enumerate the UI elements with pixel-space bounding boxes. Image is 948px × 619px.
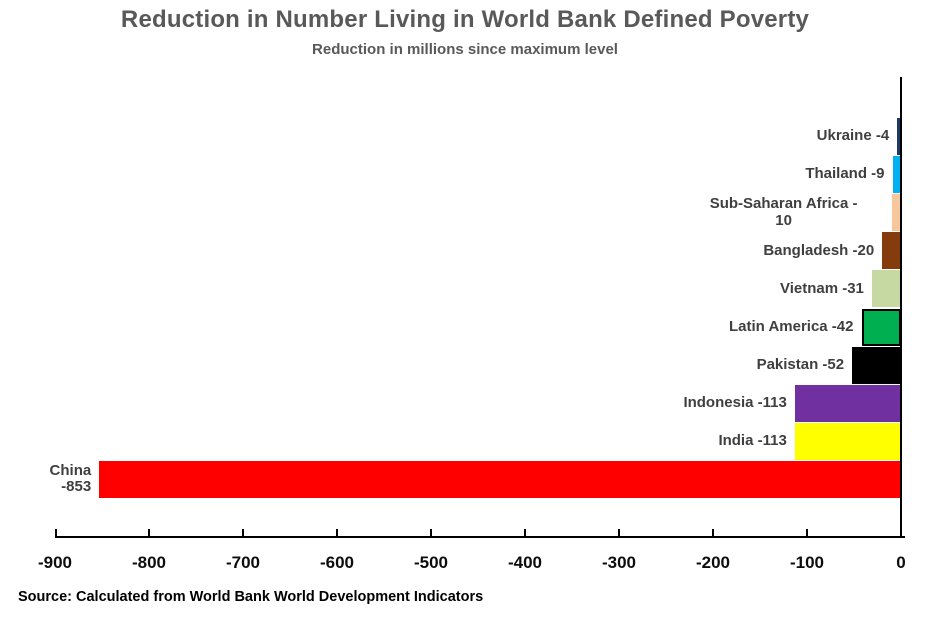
x-axis-tick-label: -300	[601, 553, 637, 572]
bar-label-india: India -113	[718, 432, 787, 450]
x-axis-tick-label: -100	[789, 553, 825, 572]
x-axis-tick	[618, 529, 620, 536]
x-axis-tick	[242, 529, 244, 536]
x-axis-tick-label: -800	[131, 553, 167, 572]
bar-vietnam	[871, 270, 901, 308]
x-axis-tick-label: -400	[507, 553, 543, 572]
bar-sub-saharan-africa	[891, 194, 901, 232]
zero-axis-line	[900, 77, 902, 538]
bar-label-vietnam: Vietnam -31	[779, 279, 864, 297]
bar-label-pakistan: Pakistan -52	[756, 355, 845, 373]
bar-label-latin-america: Latin America -42	[729, 317, 854, 335]
x-axis-tick	[806, 529, 808, 536]
chart-subtitle: Reduction in millions since maximum leve…	[312, 41, 618, 58]
bar-pakistan	[852, 346, 901, 384]
x-axis-line	[55, 536, 905, 538]
x-axis-tick	[430, 529, 432, 536]
x-axis-tick	[148, 529, 150, 536]
x-axis-tick	[900, 529, 902, 536]
bar-ukraine	[897, 118, 901, 155]
x-axis-tick	[524, 529, 526, 536]
bar-china	[99, 460, 901, 498]
bar-thailand	[892, 156, 901, 194]
x-axis-tick	[712, 529, 714, 536]
x-axis-tick-label: -200	[695, 553, 731, 572]
bar-label-thailand: Thailand -9	[805, 165, 885, 183]
chart-title: Reduction in Number Living in World Bank…	[120, 6, 810, 33]
bar-label-china: China -853	[49, 461, 92, 496]
x-axis-tick-label: 0	[896, 553, 906, 572]
x-axis-tick-label: -900	[37, 553, 73, 572]
x-axis-tick-label: -700	[225, 553, 261, 572]
bar-bangladesh	[882, 232, 901, 270]
source-note: Source: Calculated from World Bank World…	[18, 589, 484, 605]
plot-area: Ukraine -4 Thailand -9 Sub-Saharan Africa …	[50, 77, 905, 538]
bar-label-indonesia: Indonesia -113	[683, 393, 787, 411]
bar-label-bangladesh: Bangladesh -20	[763, 241, 875, 259]
bar-label-ukraine: Ukraine -4	[816, 127, 890, 145]
x-axis-tick-labels: -900 -800 -700 -600 -500 -400 -300 -200 -100 0	[38, 553, 906, 577]
x-axis-tick	[336, 529, 338, 536]
x-axis-tick-label: -600	[319, 553, 355, 572]
bar-india	[794, 422, 901, 460]
bar-latin-america	[861, 308, 901, 346]
bar-indonesia	[794, 384, 901, 422]
x-axis-tick-label: -500	[413, 553, 449, 572]
x-axis-tick	[55, 529, 57, 536]
bar-label-sub-saharan-africa: Sub-Saharan Africa - 10	[709, 195, 858, 229]
